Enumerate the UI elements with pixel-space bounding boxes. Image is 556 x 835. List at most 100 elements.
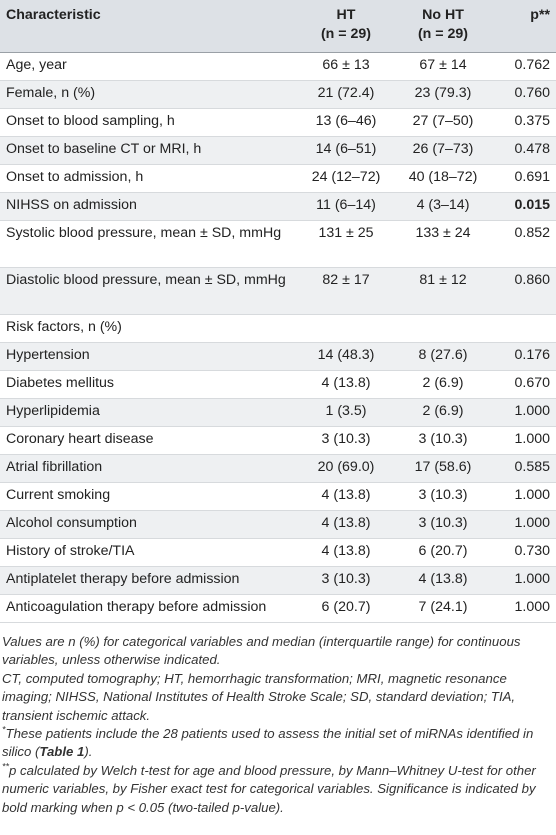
table-row: Onset to baseline CT or MRI, h 14 (6–51)… [0, 136, 556, 165]
row-label: Onset to admission, h [0, 164, 298, 193]
row-p: 1.000 [492, 566, 556, 595]
row-p: 0.730 [492, 538, 556, 567]
row-p: 0.691 [492, 164, 556, 193]
row-label: NIHSS on admission [0, 192, 298, 221]
row-no-ht: 4 (3–14) [394, 192, 492, 221]
row-ht [298, 314, 394, 343]
row-ht: 11 (6–14) [298, 192, 394, 221]
star-mark: * [2, 724, 6, 735]
table-body: Age, year 66 ± 13 67 ± 14 0.762 Female, … [0, 52, 556, 623]
row-no-ht: 6 (20.7) [394, 538, 492, 567]
table-footnotes: Values are n (%) for categorical variabl… [0, 623, 556, 817]
row-p-significant: 0.015 [492, 192, 556, 221]
star-footnote: *These patients include the 28 patients … [2, 725, 550, 762]
row-ht: 21 (72.4) [298, 80, 394, 109]
row-no-ht: 3 (10.3) [394, 482, 492, 511]
row-ht: 4 (13.8) [298, 510, 394, 539]
row-no-ht: 40 (18–72) [394, 164, 492, 193]
section-label: Risk factors, n (%) [0, 314, 298, 343]
table-1-reference[interactable]: Table 1 [39, 744, 85, 760]
row-p: 0.860 [492, 267, 556, 315]
abbreviations-footnote: CT, computed tomography; HT, hemorrhagic… [2, 670, 516, 723]
row-ht: 4 (13.8) [298, 538, 394, 567]
header-no-ht-label: No HT [422, 7, 464, 23]
row-no-ht: 23 (79.3) [394, 80, 492, 109]
row-p: 1.000 [492, 594, 556, 623]
row-p: 0.670 [492, 370, 556, 399]
table-row: Age, year 66 ± 13 67 ± 14 0.762 [0, 52, 556, 81]
row-no-ht: 133 ± 24 [394, 220, 492, 268]
header-ht-n: (n = 29) [320, 26, 372, 42]
row-ht: 6 (20.7) [298, 594, 394, 623]
table-row: Diastolic blood pressure, mean ± SD, mmH… [0, 267, 556, 315]
row-ht: 4 (13.8) [298, 482, 394, 511]
row-no-ht: 3 (10.3) [394, 426, 492, 455]
row-label: Hypertension [0, 342, 298, 371]
table-row: Antiplatelet therapy before admission 3 … [0, 566, 556, 595]
row-label: Anticoagulation therapy before admission [0, 594, 298, 623]
row-label: Age, year [0, 52, 298, 81]
table-row: Coronary heart disease 3 (10.3) 3 (10.3)… [0, 426, 556, 455]
table-row: Female, n (%) 21 (72.4) 23 (79.3) 0.760 [0, 80, 556, 109]
row-no-ht: 26 (7–73) [394, 136, 492, 165]
row-ht: 131 ± 25 [298, 220, 394, 268]
row-label: Onset to blood sampling, h [0, 108, 298, 137]
row-p: 0.478 [492, 136, 556, 165]
row-label: Alcohol consumption [0, 510, 298, 539]
row-p: 1.000 [492, 426, 556, 455]
row-no-ht: 4 (13.8) [394, 566, 492, 595]
table-row: Hypertension 14 (48.3) 8 (27.6) 0.176 [0, 342, 556, 371]
header-p-value: p** [492, 0, 556, 53]
row-p: 1.000 [492, 482, 556, 511]
row-ht: 20 (69.0) [298, 454, 394, 483]
row-label: Atrial fibrillation [0, 454, 298, 483]
table-row: Systolic blood pressure, mean ± SD, mmHg… [0, 220, 556, 268]
row-no-ht: 67 ± 14 [394, 52, 492, 81]
table-figure: Characteristic HT (n = 29) No HT (n = 29… [0, 0, 556, 817]
row-ht: 1 (3.5) [298, 398, 394, 427]
double-star-mark: ** [2, 761, 10, 772]
row-label: Current smoking [0, 482, 298, 511]
row-p: 1.000 [492, 398, 556, 427]
star-text-after: ). [84, 744, 93, 760]
row-label: Hyperlipidemia [0, 398, 298, 427]
row-p: 0.176 [492, 342, 556, 371]
row-label: History of stroke/TIA [0, 538, 298, 567]
row-label: Diabetes mellitus [0, 370, 298, 399]
table-row: NIHSS on admission 11 (6–14) 4 (3–14) 0.… [0, 192, 556, 221]
row-label: Antiplatelet therapy before admission [0, 566, 298, 595]
row-ht: 14 (6–51) [298, 136, 394, 165]
row-no-ht: 81 ± 12 [394, 267, 492, 315]
row-p: 1.000 [492, 510, 556, 539]
characteristics-table: Characteristic HT (n = 29) No HT (n = 29… [0, 0, 556, 623]
row-ht: 82 ± 17 [298, 267, 394, 315]
table-row: Onset to blood sampling, h 13 (6–46) 27 … [0, 108, 556, 137]
table-header-row: Characteristic HT (n = 29) No HT (n = 29… [0, 0, 556, 53]
header-no-ht: No HT (n = 29) [394, 0, 492, 53]
row-ht: 14 (48.3) [298, 342, 394, 371]
row-label: Diastolic blood pressure, mean ± SD, mmH… [0, 267, 298, 315]
row-ht: 4 (13.8) [298, 370, 394, 399]
star-text-before: These patients include the 28 patients u… [2, 726, 534, 760]
row-p: 0.852 [492, 220, 556, 268]
row-ht: 3 (10.3) [298, 566, 394, 595]
row-no-ht: 8 (27.6) [394, 342, 492, 371]
row-label: Systolic blood pressure, mean ± SD, mmHg [0, 220, 298, 268]
table-row: Diabetes mellitus 4 (13.8) 2 (6.9) 0.670 [0, 370, 556, 399]
double-star-text: p calculated by Welch t-test for age and… [2, 762, 536, 815]
values-footnote: Values are n (%) for categorical variabl… [2, 634, 521, 668]
header-ht: HT (n = 29) [298, 0, 394, 53]
table-row: History of stroke/TIA 4 (13.8) 6 (20.7) … [0, 538, 556, 567]
header-characteristic: Characteristic [0, 0, 298, 53]
table-row: Alcohol consumption 4 (13.8) 3 (10.3) 1.… [0, 510, 556, 539]
row-label: Female, n (%) [0, 80, 298, 109]
header-ht-label: HT [336, 7, 356, 23]
row-ht: 66 ± 13 [298, 52, 394, 81]
row-no-ht: 7 (24.1) [394, 594, 492, 623]
row-p: 0.762 [492, 52, 556, 81]
table-row: Hyperlipidemia 1 (3.5) 2 (6.9) 1.000 [0, 398, 556, 427]
row-p: 0.760 [492, 80, 556, 109]
row-label: Coronary heart disease [0, 426, 298, 455]
row-ht: 13 (6–46) [298, 108, 394, 137]
row-no-ht: 27 (7–50) [394, 108, 492, 137]
